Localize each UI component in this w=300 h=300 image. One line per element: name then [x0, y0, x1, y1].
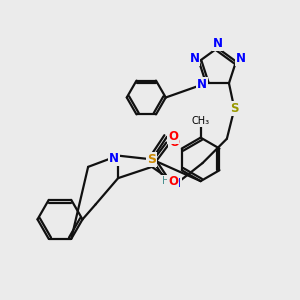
- Text: CH₃: CH₃: [192, 116, 210, 126]
- Text: N: N: [212, 37, 223, 50]
- Text: H: H: [162, 176, 170, 186]
- Text: N: N: [236, 52, 245, 65]
- Text: S: S: [230, 102, 238, 115]
- Text: N: N: [197, 78, 207, 91]
- Text: N: N: [171, 177, 181, 190]
- Text: O: O: [168, 130, 178, 143]
- Text: S: S: [147, 153, 156, 166]
- Text: O: O: [168, 176, 178, 188]
- Text: O: O: [169, 136, 179, 149]
- Text: N: N: [110, 152, 119, 165]
- Text: N: N: [190, 52, 200, 65]
